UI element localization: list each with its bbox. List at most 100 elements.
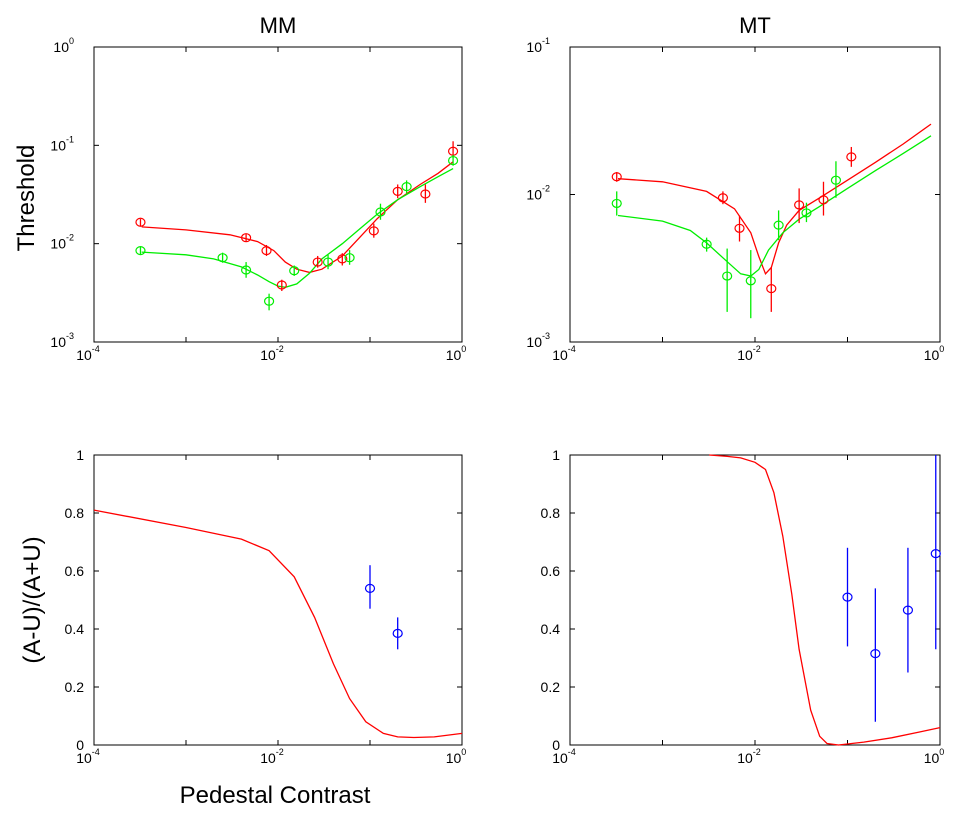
x-tick-exponent: -4 — [92, 747, 100, 757]
data-point — [312, 257, 323, 267]
data-point — [217, 253, 228, 263]
x-tick-exponent: -4 — [568, 344, 576, 354]
data-point — [842, 592, 853, 602]
data-point — [766, 284, 777, 294]
data-point — [392, 186, 403, 197]
y-tick-base: 10 — [526, 187, 542, 203]
threshold-axis-label: Threshold — [13, 145, 40, 252]
series-curve — [709, 454, 941, 746]
x-tick-exponent: 0 — [461, 747, 466, 757]
y-tick-exponent: 0 — [69, 36, 74, 46]
x-tick-label: 10-2 — [737, 344, 761, 363]
x-tick-base: 10 — [552, 347, 568, 363]
y-tick-label: 0.2 — [541, 679, 561, 695]
data-point — [734, 223, 745, 233]
series-curve — [93, 509, 463, 739]
x-tick-label: 10-4 — [552, 747, 576, 766]
data-point — [830, 175, 842, 185]
panel-title: MM — [260, 13, 297, 38]
data-point — [364, 583, 376, 594]
data-point — [263, 296, 275, 306]
data-point — [261, 246, 272, 256]
x-tick-base: 10 — [446, 347, 462, 363]
series-curve — [617, 135, 932, 277]
data-point — [392, 628, 403, 638]
y-tick-label: 0.8 — [541, 505, 561, 521]
data-point — [322, 257, 334, 267]
y-tick-label: 0.6 — [541, 563, 561, 579]
data-point — [745, 276, 756, 286]
data-point — [240, 233, 252, 243]
data-point — [289, 266, 300, 276]
data-point — [240, 265, 252, 275]
data-point — [447, 155, 459, 166]
x-tick-label: 10-2 — [260, 344, 284, 363]
data-point — [611, 172, 622, 182]
y-tick-base: 10 — [526, 334, 542, 350]
y-tick-label: 10-2 — [526, 184, 550, 203]
data-point — [375, 207, 386, 217]
data-point — [135, 246, 146, 256]
x-tick-exponent: -2 — [753, 344, 761, 354]
data-point — [276, 280, 287, 290]
y-tick-label: 100 — [53, 36, 74, 55]
x-tick-label: 100 — [446, 747, 467, 766]
y-tick-label: 10-1 — [50, 134, 74, 153]
y-tick-label: 0.4 — [65, 621, 85, 637]
y-tick-label: 10-3 — [526, 331, 550, 350]
x-tick-label: 10-2 — [737, 747, 761, 766]
series-curve — [141, 168, 454, 288]
pedestal-contrast-axis-label: Pedestal Contrast — [180, 782, 371, 809]
y-tick-label: 0 — [76, 737, 84, 753]
data-point — [818, 195, 829, 205]
x-tick-label: 100 — [446, 344, 467, 363]
y-tick-base: 10 — [53, 39, 69, 55]
axes-frame — [93, 454, 463, 746]
x-tick-exponent: -2 — [753, 747, 761, 757]
x-tick-exponent: -2 — [276, 747, 284, 757]
data-point — [930, 548, 941, 559]
x-tick-base: 10 — [260, 750, 276, 766]
series-curve — [617, 123, 932, 276]
y-tick-exponent: -3 — [66, 331, 74, 341]
data-point — [717, 193, 729, 203]
y-tick-label: 0.4 — [541, 621, 561, 637]
x-tick-exponent: -4 — [92, 344, 100, 354]
ratio-axis-label: (A-U)/(A+U) — [19, 536, 46, 663]
y-tick-label: 10-3 — [50, 331, 74, 350]
y-tick-exponent: -1 — [66, 134, 74, 144]
x-tick-label: 100 — [924, 747, 945, 766]
x-tick-label: 100 — [924, 344, 945, 363]
y-tick-base: 10 — [50, 236, 66, 252]
x-tick-base: 10 — [76, 750, 92, 766]
y-tick-exponent: -2 — [542, 184, 550, 194]
y-tick-base: 10 — [50, 334, 66, 350]
y-tick-exponent: -3 — [542, 331, 550, 341]
x-tick-base: 10 — [260, 347, 276, 363]
data-point — [420, 189, 431, 199]
x-tick-base: 10 — [924, 750, 940, 766]
y-tick-label: 0.2 — [65, 679, 85, 695]
data-point — [401, 182, 412, 192]
data-point — [794, 200, 805, 210]
x-tick-exponent: -2 — [276, 344, 284, 354]
x-tick-label: 10-2 — [260, 747, 284, 766]
data-point — [701, 239, 712, 249]
y-tick-label: 1 — [76, 447, 84, 463]
y-tick-label: 0 — [552, 737, 560, 753]
y-tick-exponent: -2 — [66, 233, 74, 243]
x-tick-base: 10 — [446, 750, 462, 766]
data-point — [337, 254, 348, 264]
y-tick-label: 1 — [552, 447, 560, 463]
x-tick-base: 10 — [552, 750, 568, 766]
data-point — [773, 220, 784, 230]
data-point — [801, 208, 812, 218]
x-tick-label: 10-4 — [76, 747, 100, 766]
x-tick-base: 10 — [76, 347, 92, 363]
x-tick-base: 10 — [737, 347, 753, 363]
y-tick-base: 10 — [50, 137, 66, 153]
